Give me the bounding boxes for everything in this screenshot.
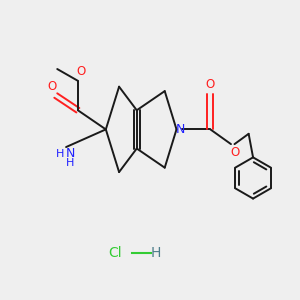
Text: O: O [230, 146, 239, 160]
Text: Cl: Cl [108, 246, 122, 260]
Text: N: N [176, 123, 186, 136]
Text: O: O [48, 80, 57, 93]
Text: O: O [77, 65, 86, 78]
Text: H: H [151, 246, 161, 260]
Text: H: H [56, 148, 64, 158]
Text: H: H [66, 158, 75, 168]
Text: N: N [66, 147, 75, 160]
Text: O: O [206, 77, 215, 91]
